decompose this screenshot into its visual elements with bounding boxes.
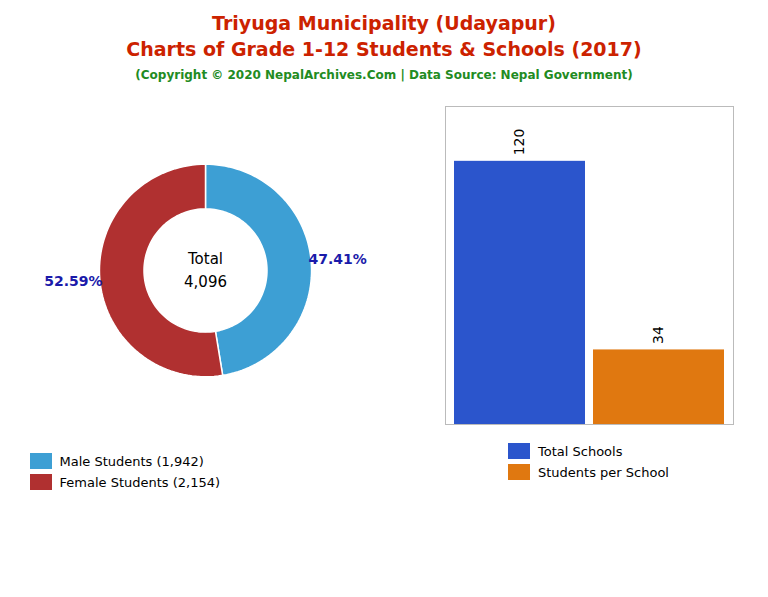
html-text:Male Students (1,942): Male Students (1,942) xyxy=(59,453,204,469)
html-text:Students per School: Students per School xyxy=(538,464,669,480)
html-text:Triyuga Municipality (Udayapur: Triyuga Municipality (Udayapur) xyxy=(212,12,556,34)
html-text:Charts of Grade 1-12 Students: Charts of Grade 1-12 Students & Schools … xyxy=(126,38,642,60)
svg-text:52.59%: 52.59% xyxy=(44,273,102,289)
svg-text:47.41%: 47.41% xyxy=(308,251,366,267)
html-text:(Copyright © 2020 NepalArchive: (Copyright © 2020 NepalArchives.Com | Da… xyxy=(135,68,633,82)
svg-text:34: 34 xyxy=(650,326,666,344)
html-text:Female Students (2,154): Female Students (2,154) xyxy=(59,474,221,490)
svg-text:Total: Total xyxy=(186,250,222,268)
svg-text:4,096: 4,096 xyxy=(184,273,227,291)
svg-text:120: 120 xyxy=(511,129,527,156)
html-text:Total Schools: Total Schools xyxy=(538,443,623,459)
